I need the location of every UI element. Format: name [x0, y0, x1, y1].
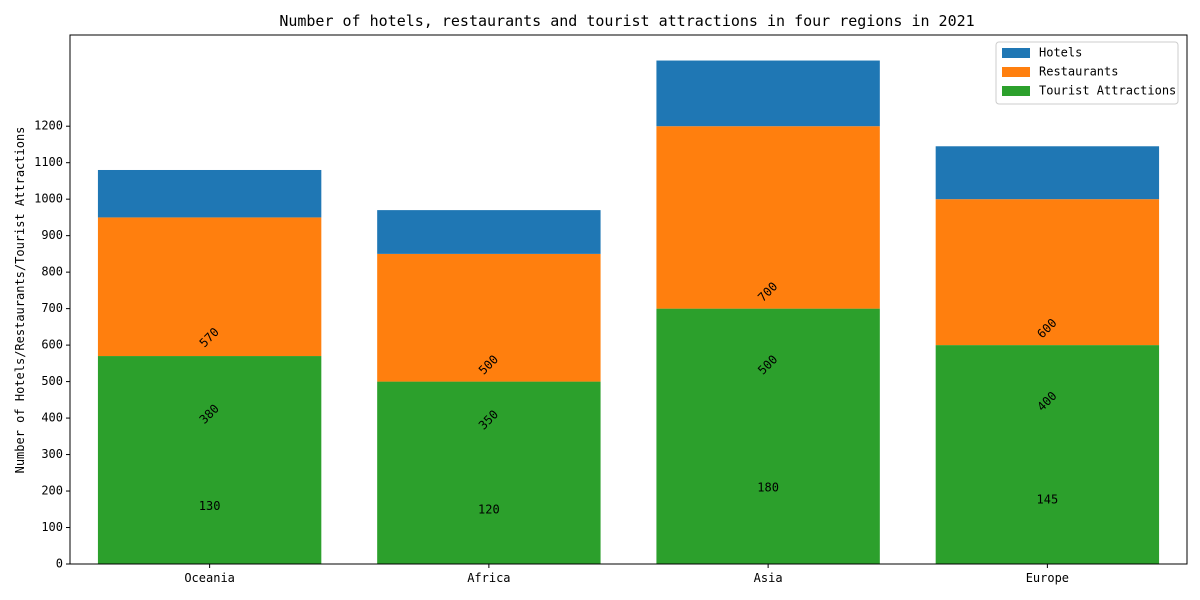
legend-label-tourist-attractions: Tourist Attractions [1039, 84, 1176, 98]
value-label-asia-6: 180 [757, 481, 779, 495]
value-label-oceania-0: 130 [199, 499, 221, 513]
legend-label-hotels: Hotels [1039, 46, 1082, 60]
y-tick-label: 1000 [34, 192, 63, 206]
y-tick-label: 700 [41, 301, 63, 315]
bar-africa-tourist-attractions [377, 381, 601, 564]
y-tick-label: 400 [41, 411, 63, 425]
bars-group [97, 60, 1160, 564]
bar-oceania-restaurants [97, 217, 322, 357]
x-axis: Oceania Africa Asia Europe [184, 564, 1069, 585]
plot-frame [69, 34, 1188, 565]
x-tick-label-asia: Asia [754, 571, 783, 585]
y-tick-label: 300 [41, 447, 63, 461]
y-tick-label: 1200 [34, 119, 63, 133]
y-axis: 0 100 200 300 400 500 600 700 800 900 1000 1100 1200 [34, 119, 70, 571]
y-tick-label: 0 [56, 557, 63, 571]
legend-swatch-restaurants [1002, 67, 1030, 77]
bar-asia-restaurants [656, 126, 880, 309]
bar-europe-restaurants [935, 199, 1160, 346]
y-tick-label: 1100 [34, 155, 63, 169]
y-tick-label: 500 [41, 374, 63, 388]
bar-asia-tourist-attractions [656, 308, 880, 564]
bar-europe-tourist-attractions [935, 345, 1160, 564]
legend-label-restaurants: Restaurants [1039, 65, 1118, 79]
x-tick-label-oceania: Oceania [184, 571, 235, 585]
bar-asia-hotels [656, 60, 880, 127]
bar-africa-restaurants [377, 253, 601, 382]
y-tick-label: 900 [41, 228, 63, 242]
legend-swatch-hotels [1002, 48, 1030, 58]
y-tick-label: 800 [41, 265, 63, 279]
y-tick-label: 600 [41, 338, 63, 352]
bar-africa-hotels [377, 210, 601, 254]
bar-oceania-tourist-attractions [97, 356, 322, 564]
y-tick-label: 100 [41, 520, 63, 534]
y-tick-label: 200 [41, 484, 63, 498]
y-axis-label: Number of Hotels/Restaurants/Tourist Att… [13, 127, 27, 474]
x-tick-label-europe: Europe [1026, 571, 1069, 585]
chart-title: Number of hotels, restaurants and touris… [279, 12, 974, 30]
value-label-europe-9: 145 [1037, 493, 1059, 507]
bar-oceania-hotels [97, 169, 322, 218]
x-tick-label-africa: Africa [467, 571, 510, 585]
legend: Hotels Restaurants Tourist Attractions [995, 41, 1179, 105]
value-label-africa-3: 120 [478, 503, 500, 517]
legend-swatch-tourist-attractions [1002, 86, 1030, 96]
legend-box [995, 41, 1179, 105]
bar-europe-hotels [935, 146, 1160, 200]
